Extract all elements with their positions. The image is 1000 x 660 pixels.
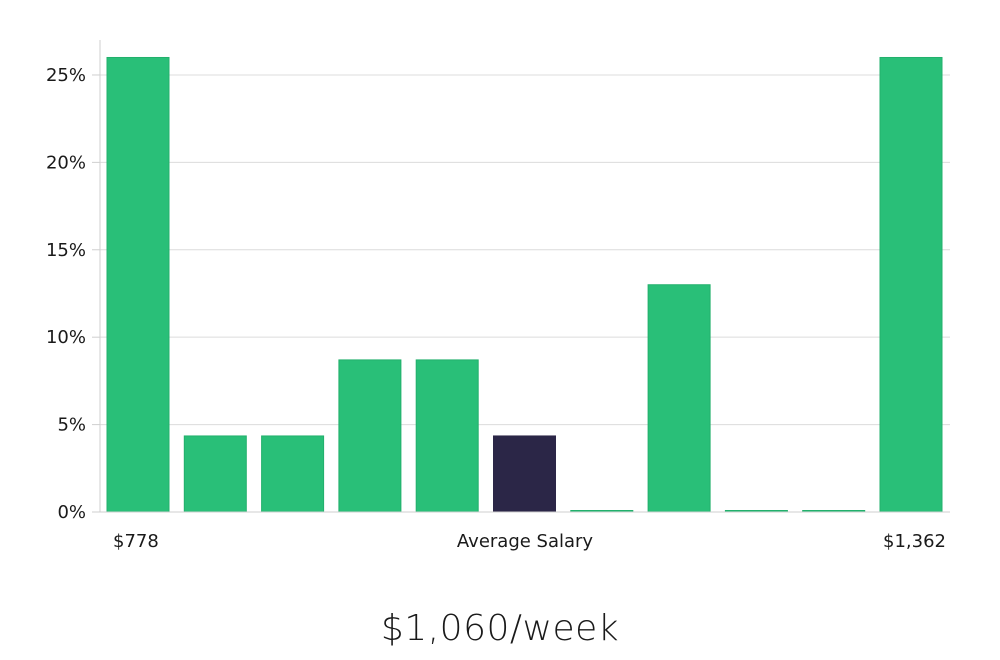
bar xyxy=(106,56,170,513)
bars xyxy=(106,56,943,513)
bar xyxy=(415,359,479,513)
bar xyxy=(647,284,711,513)
y-tick-label: 5% xyxy=(57,415,86,436)
grid-lines xyxy=(100,74,950,426)
average-salary-value: $1,060/week xyxy=(380,608,620,649)
x-max-label: $1,362 xyxy=(883,531,946,552)
y-tick-label: 10% xyxy=(46,327,86,348)
bar xyxy=(183,435,247,513)
bar xyxy=(879,56,943,513)
y-tick-label: 25% xyxy=(46,65,86,86)
bar-highlighted xyxy=(493,435,556,513)
salary-distribution-chart: 0% 5% 10% 15% 20% 25% $778 Average Salary $1,… xyxy=(46,40,950,552)
y-axis-ticks: 0% 5% 10% 15% 20% 25% xyxy=(46,65,100,523)
bar xyxy=(338,359,402,513)
x-min-label: $778 xyxy=(113,531,159,552)
x-center-label: Average Salary xyxy=(457,531,594,552)
y-tick-label: 0% xyxy=(57,502,86,523)
bar xyxy=(261,435,325,513)
y-tick-label: 15% xyxy=(46,240,86,261)
y-tick-label: 20% xyxy=(46,152,86,173)
